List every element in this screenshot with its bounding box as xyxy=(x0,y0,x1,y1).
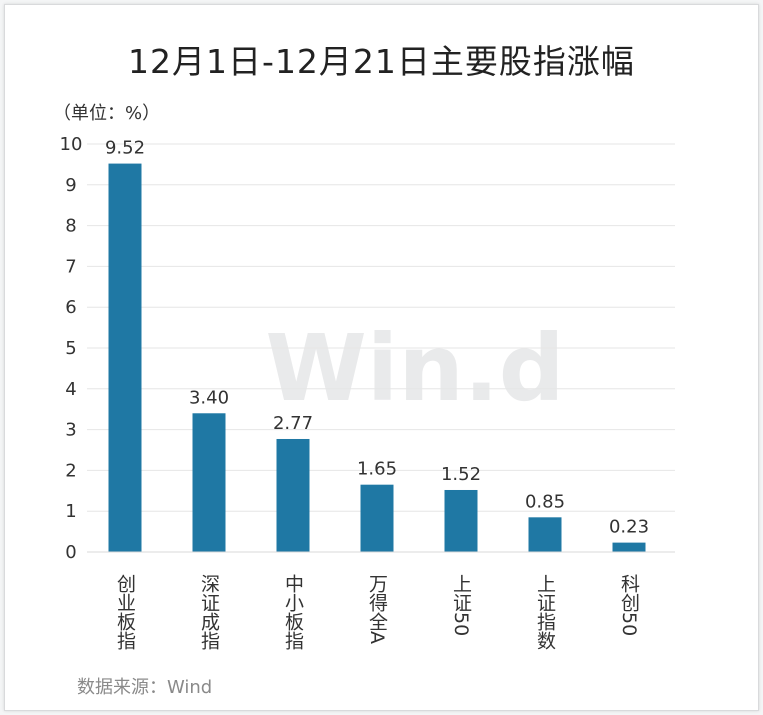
x-tick-label: 深证成指 xyxy=(198,574,220,650)
bar-chart: Win.d 0 1 2 3 4 5 6 7 8 9 10 9.52 创业板指 3.40 深证成指 2.77 中小板… xyxy=(60,134,675,650)
chart-card: 12月1日-12月21日主要股指涨幅 （单位：%） Win.d 0 1 2 3 4 5 6 7 8… xyxy=(4,4,759,711)
y-tick-label: 9 xyxy=(65,175,76,196)
x-tick-label: 创业板指 xyxy=(114,574,136,650)
bar xyxy=(192,413,226,552)
bar xyxy=(528,517,562,552)
data-label: 0.23 xyxy=(609,517,649,538)
data-label: 2.77 xyxy=(273,413,313,434)
bar xyxy=(276,438,310,552)
y-tick-label: 2 xyxy=(65,460,76,481)
x-tick-label: 中小板指 xyxy=(282,574,304,650)
source-note: 数据来源：Wind xyxy=(77,677,213,698)
x-tick-label: 科创50 xyxy=(618,574,640,636)
data-label: 1.65 xyxy=(357,459,397,480)
bar xyxy=(108,163,142,553)
y-tick-label: 6 xyxy=(65,297,76,318)
bar xyxy=(612,542,646,552)
y-tick-label: 10 xyxy=(60,134,83,155)
y-tick-label: 1 xyxy=(65,501,76,522)
data-label: 0.85 xyxy=(525,491,565,512)
x-tick-label: 万得全A xyxy=(366,574,388,644)
y-tick-label: 4 xyxy=(65,379,76,400)
y-tick-label: 3 xyxy=(65,420,76,441)
data-label: 1.52 xyxy=(441,464,481,485)
x-tick-label: 上证指数 xyxy=(534,574,556,650)
data-label: 9.52 xyxy=(105,138,145,159)
chart-title: 12月1日-12月21日主要股指涨幅 xyxy=(128,42,635,81)
y-tick-label: 7 xyxy=(65,256,76,277)
x-tick-label: 上证50 xyxy=(450,574,472,636)
bar xyxy=(444,489,478,552)
data-label: 3.40 xyxy=(189,387,229,408)
bar xyxy=(360,484,394,552)
watermark-text: Win.d xyxy=(265,315,564,422)
y-tick-label: 0 xyxy=(65,542,76,563)
unit-label: （单位：%） xyxy=(53,103,161,124)
y-tick-label: 8 xyxy=(65,216,76,237)
y-tick-label: 5 xyxy=(65,338,76,359)
